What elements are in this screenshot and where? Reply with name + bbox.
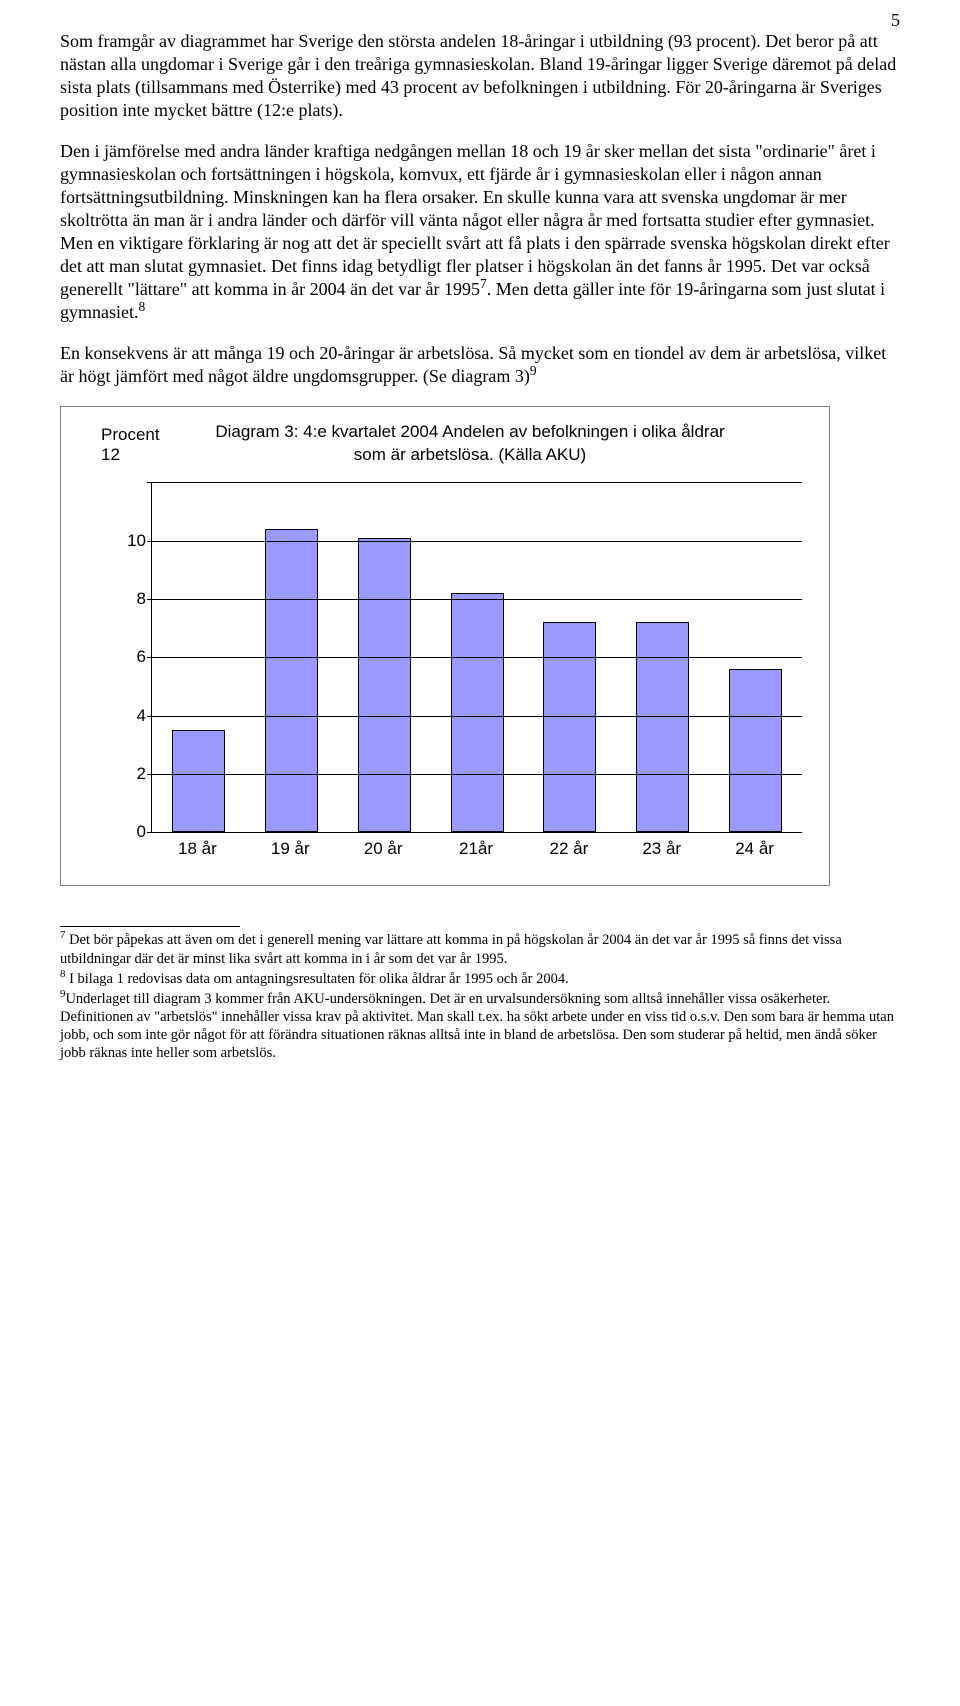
footnote-separator <box>60 926 240 927</box>
y-tick-mark <box>147 541 152 542</box>
footnote-7: 7 Det bör påpekas att även om det i gene… <box>60 931 900 967</box>
bar <box>358 538 411 833</box>
footnote-ref-9: 9 <box>530 363 537 378</box>
bar-chart: Procent 12 Diagram 3: 4:e kvartalet 2004… <box>60 406 830 886</box>
gridline <box>152 716 802 717</box>
plot-area: 0246810 <box>151 482 802 833</box>
y-axis-label: Procent 12 <box>101 425 211 466</box>
footnote-7-text: Det bör påpekas att även om det i genere… <box>60 932 842 966</box>
x-tick-label: 21år <box>459 839 493 859</box>
gridline <box>152 657 802 658</box>
gridline <box>152 599 802 600</box>
y-tick-mark <box>147 832 152 833</box>
y-tick-mark <box>147 657 152 658</box>
y-tick-mark <box>147 599 152 600</box>
y-tick-mark <box>147 774 152 775</box>
x-tick-label: 24 år <box>735 839 774 859</box>
bar <box>543 622 596 832</box>
x-tick-label: 20 år <box>364 839 403 859</box>
x-tick-label: 18 år <box>178 839 217 859</box>
x-axis-labels: 18 år 19 år 20 år 21år 22 år 23 år 24 år <box>151 839 801 869</box>
y-tick-label: 2 <box>106 764 146 784</box>
gridline <box>152 482 802 483</box>
bar <box>636 622 689 832</box>
footnote-ref-7: 7 <box>480 276 487 291</box>
paragraph-2: Den i jämförelse med andra länder krafti… <box>60 140 900 324</box>
footnote-9-text: Underlaget till diagram 3 kommer från AK… <box>60 991 894 1061</box>
chart-title: Diagram 3: 4:e kvartalet 2004 Andelen av… <box>211 421 789 465</box>
gridline <box>152 541 802 542</box>
document-page: 5 Som framgår av diagrammet har Sverige … <box>0 0 960 1104</box>
gridline <box>152 774 802 775</box>
bar <box>729 669 782 832</box>
bar <box>172 730 225 832</box>
footnote-9: 9Underlaget till diagram 3 kommer från A… <box>60 990 900 1063</box>
footnote-8-text: I bilaga 1 redovisas data om antagningsr… <box>65 971 568 987</box>
x-tick-label: 22 år <box>549 839 588 859</box>
footnote-8: 8 I bilaga 1 redovisas data om antagning… <box>60 970 900 988</box>
bar <box>265 529 318 832</box>
x-tick-label: 19 år <box>271 839 310 859</box>
paragraph-2a: Den i jämförelse med andra länder krafti… <box>60 141 890 299</box>
bar <box>451 593 504 832</box>
y-tick-label: 0 <box>106 822 146 842</box>
y-tick-label: 8 <box>106 589 146 609</box>
y-tick-mark <box>147 482 152 483</box>
y-tick-label: 10 <box>106 531 146 551</box>
paragraph-3: En konsekvens är att många 19 och 20-åri… <box>60 342 900 388</box>
chart-header: Procent 12 Diagram 3: 4:e kvartalet 2004… <box>101 421 789 465</box>
paragraph-3a: En konsekvens är att många 19 och 20-åri… <box>60 343 886 386</box>
y-axis-label-line2: 12 <box>101 445 120 464</box>
footnote-ref-8: 8 <box>139 299 146 314</box>
paragraph-1: Som framgår av diagrammet har Sverige de… <box>60 30 900 122</box>
page-number: 5 <box>891 10 900 31</box>
y-tick-label: 4 <box>106 706 146 726</box>
x-tick-label: 23 år <box>642 839 681 859</box>
y-axis-label-line1: Procent <box>101 425 160 444</box>
y-tick-mark <box>147 716 152 717</box>
y-tick-label: 6 <box>106 647 146 667</box>
